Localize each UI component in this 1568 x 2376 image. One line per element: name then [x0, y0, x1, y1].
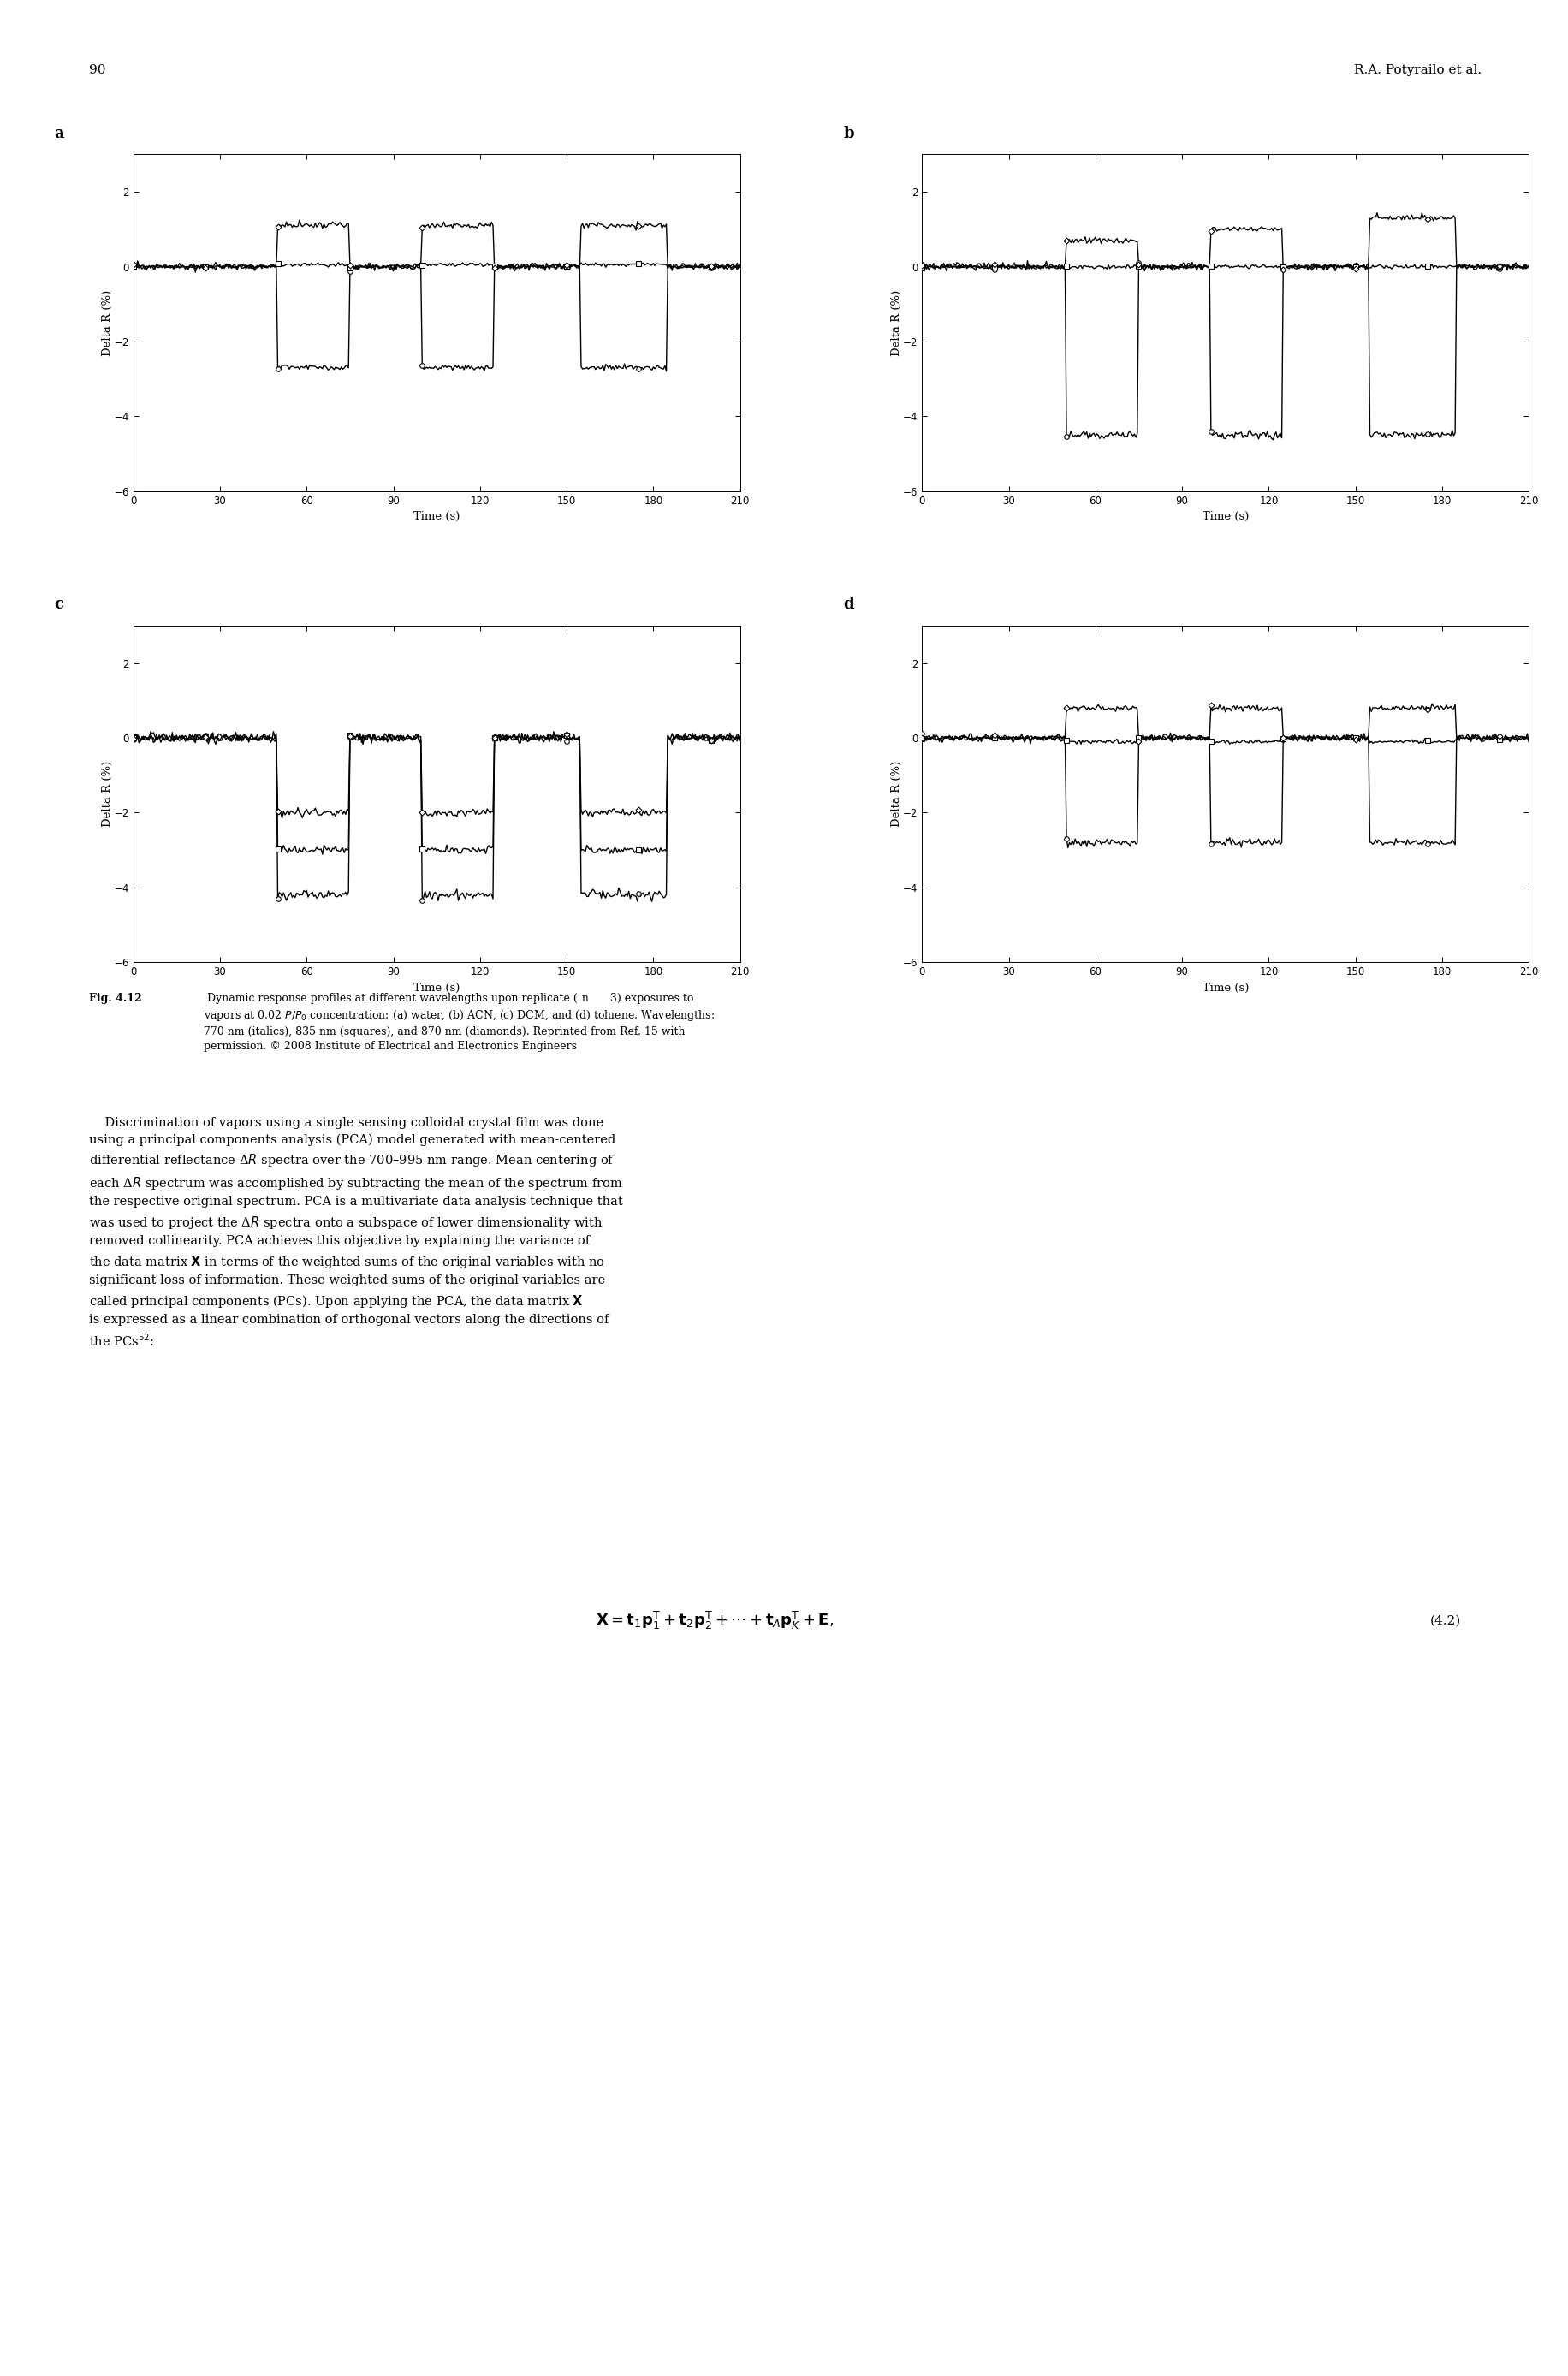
X-axis label: Time (s): Time (s)	[1203, 981, 1248, 993]
X-axis label: Time (s): Time (s)	[1203, 511, 1248, 523]
Text: Fig. 4.12: Fig. 4.12	[89, 993, 143, 1005]
Text: 90: 90	[89, 64, 107, 76]
Y-axis label: Delta R (%): Delta R (%)	[891, 290, 902, 356]
Text: Discrimination of vapors using a single sensing colloidal crystal ​film was done: Discrimination of vapors using a single …	[89, 1117, 622, 1350]
Y-axis label: Delta R (%): Delta R (%)	[102, 760, 113, 827]
Y-axis label: Delta R (%): Delta R (%)	[891, 760, 902, 827]
Text: Dynamic response profiles at different wavelengths upon replicate (  n  3) expos: Dynamic response profiles at different w…	[204, 993, 715, 1053]
Text: $\mathbf{X} = \mathbf{t}_1\mathbf{p}_1^\mathrm{T} + \mathbf{t}_2\mathbf{p}_2^\ma: $\mathbf{X} = \mathbf{t}_1\mathbf{p}_1^\…	[596, 1609, 834, 1632]
Text: (4.2): (4.2)	[1430, 1613, 1461, 1628]
X-axis label: Time (s): Time (s)	[414, 981, 459, 993]
Text: d: d	[844, 596, 855, 613]
Text: a: a	[55, 126, 64, 140]
Y-axis label: Delta R (%): Delta R (%)	[102, 290, 113, 356]
Text: b: b	[844, 126, 855, 140]
Text: c: c	[55, 596, 64, 613]
Text: R.A. Potyrailo et al.: R.A. Potyrailo et al.	[1355, 64, 1482, 76]
X-axis label: Time (s): Time (s)	[414, 511, 459, 523]
